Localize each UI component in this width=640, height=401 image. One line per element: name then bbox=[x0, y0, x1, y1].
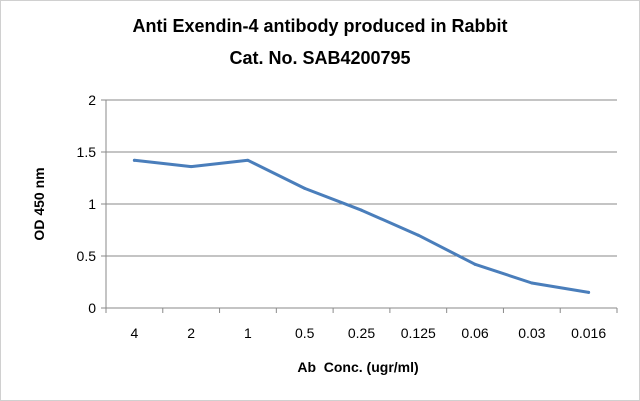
x-tick-label: 2 bbox=[187, 325, 195, 341]
x-tick-label: 0.5 bbox=[295, 325, 315, 341]
data-point bbox=[303, 186, 307, 190]
gridlines bbox=[106, 99, 617, 257]
x-tick-label: 0.125 bbox=[401, 325, 436, 341]
x-tick-label: 0.016 bbox=[571, 325, 606, 341]
x-tick-label: 4 bbox=[130, 325, 138, 341]
data-point bbox=[246, 158, 250, 162]
data-point bbox=[530, 281, 534, 285]
tick-labels: 0 0.5 1 1.5 2 4 2 1 0.5 0.25 0.125 0.06 0.03 0.016 bbox=[77, 92, 607, 341]
axes bbox=[101, 99, 618, 313]
chart-title: Anti Exendin-4 antibody produced in Rabb… bbox=[132, 16, 508, 36]
data-point bbox=[416, 233, 420, 237]
data-point bbox=[587, 290, 591, 294]
x-axis-title: Ab Conc. (ugr/ml) bbox=[297, 359, 418, 375]
data-point bbox=[132, 158, 136, 162]
data-point bbox=[360, 208, 363, 212]
x-tick-label: 0.25 bbox=[348, 325, 375, 341]
y-axis-title: OD 450 nm bbox=[31, 167, 47, 240]
y-tick-label: 0.5 bbox=[77, 248, 97, 264]
series-layer bbox=[132, 158, 591, 294]
data-point bbox=[473, 262, 477, 266]
series-line bbox=[132, 158, 591, 294]
x-tick-label: 0.06 bbox=[461, 325, 488, 341]
chart-subtitle: Cat. No. SAB4200795 bbox=[229, 48, 411, 68]
x-tick-label: 0.03 bbox=[518, 325, 545, 341]
y-tick-label: 2 bbox=[88, 92, 96, 108]
x-tick-label: 1 bbox=[244, 325, 252, 341]
y-tick-label: 1 bbox=[88, 196, 96, 212]
data-point bbox=[189, 165, 193, 169]
y-tick-label: 0 bbox=[88, 300, 96, 316]
y-tick-label: 1.5 bbox=[77, 144, 97, 160]
